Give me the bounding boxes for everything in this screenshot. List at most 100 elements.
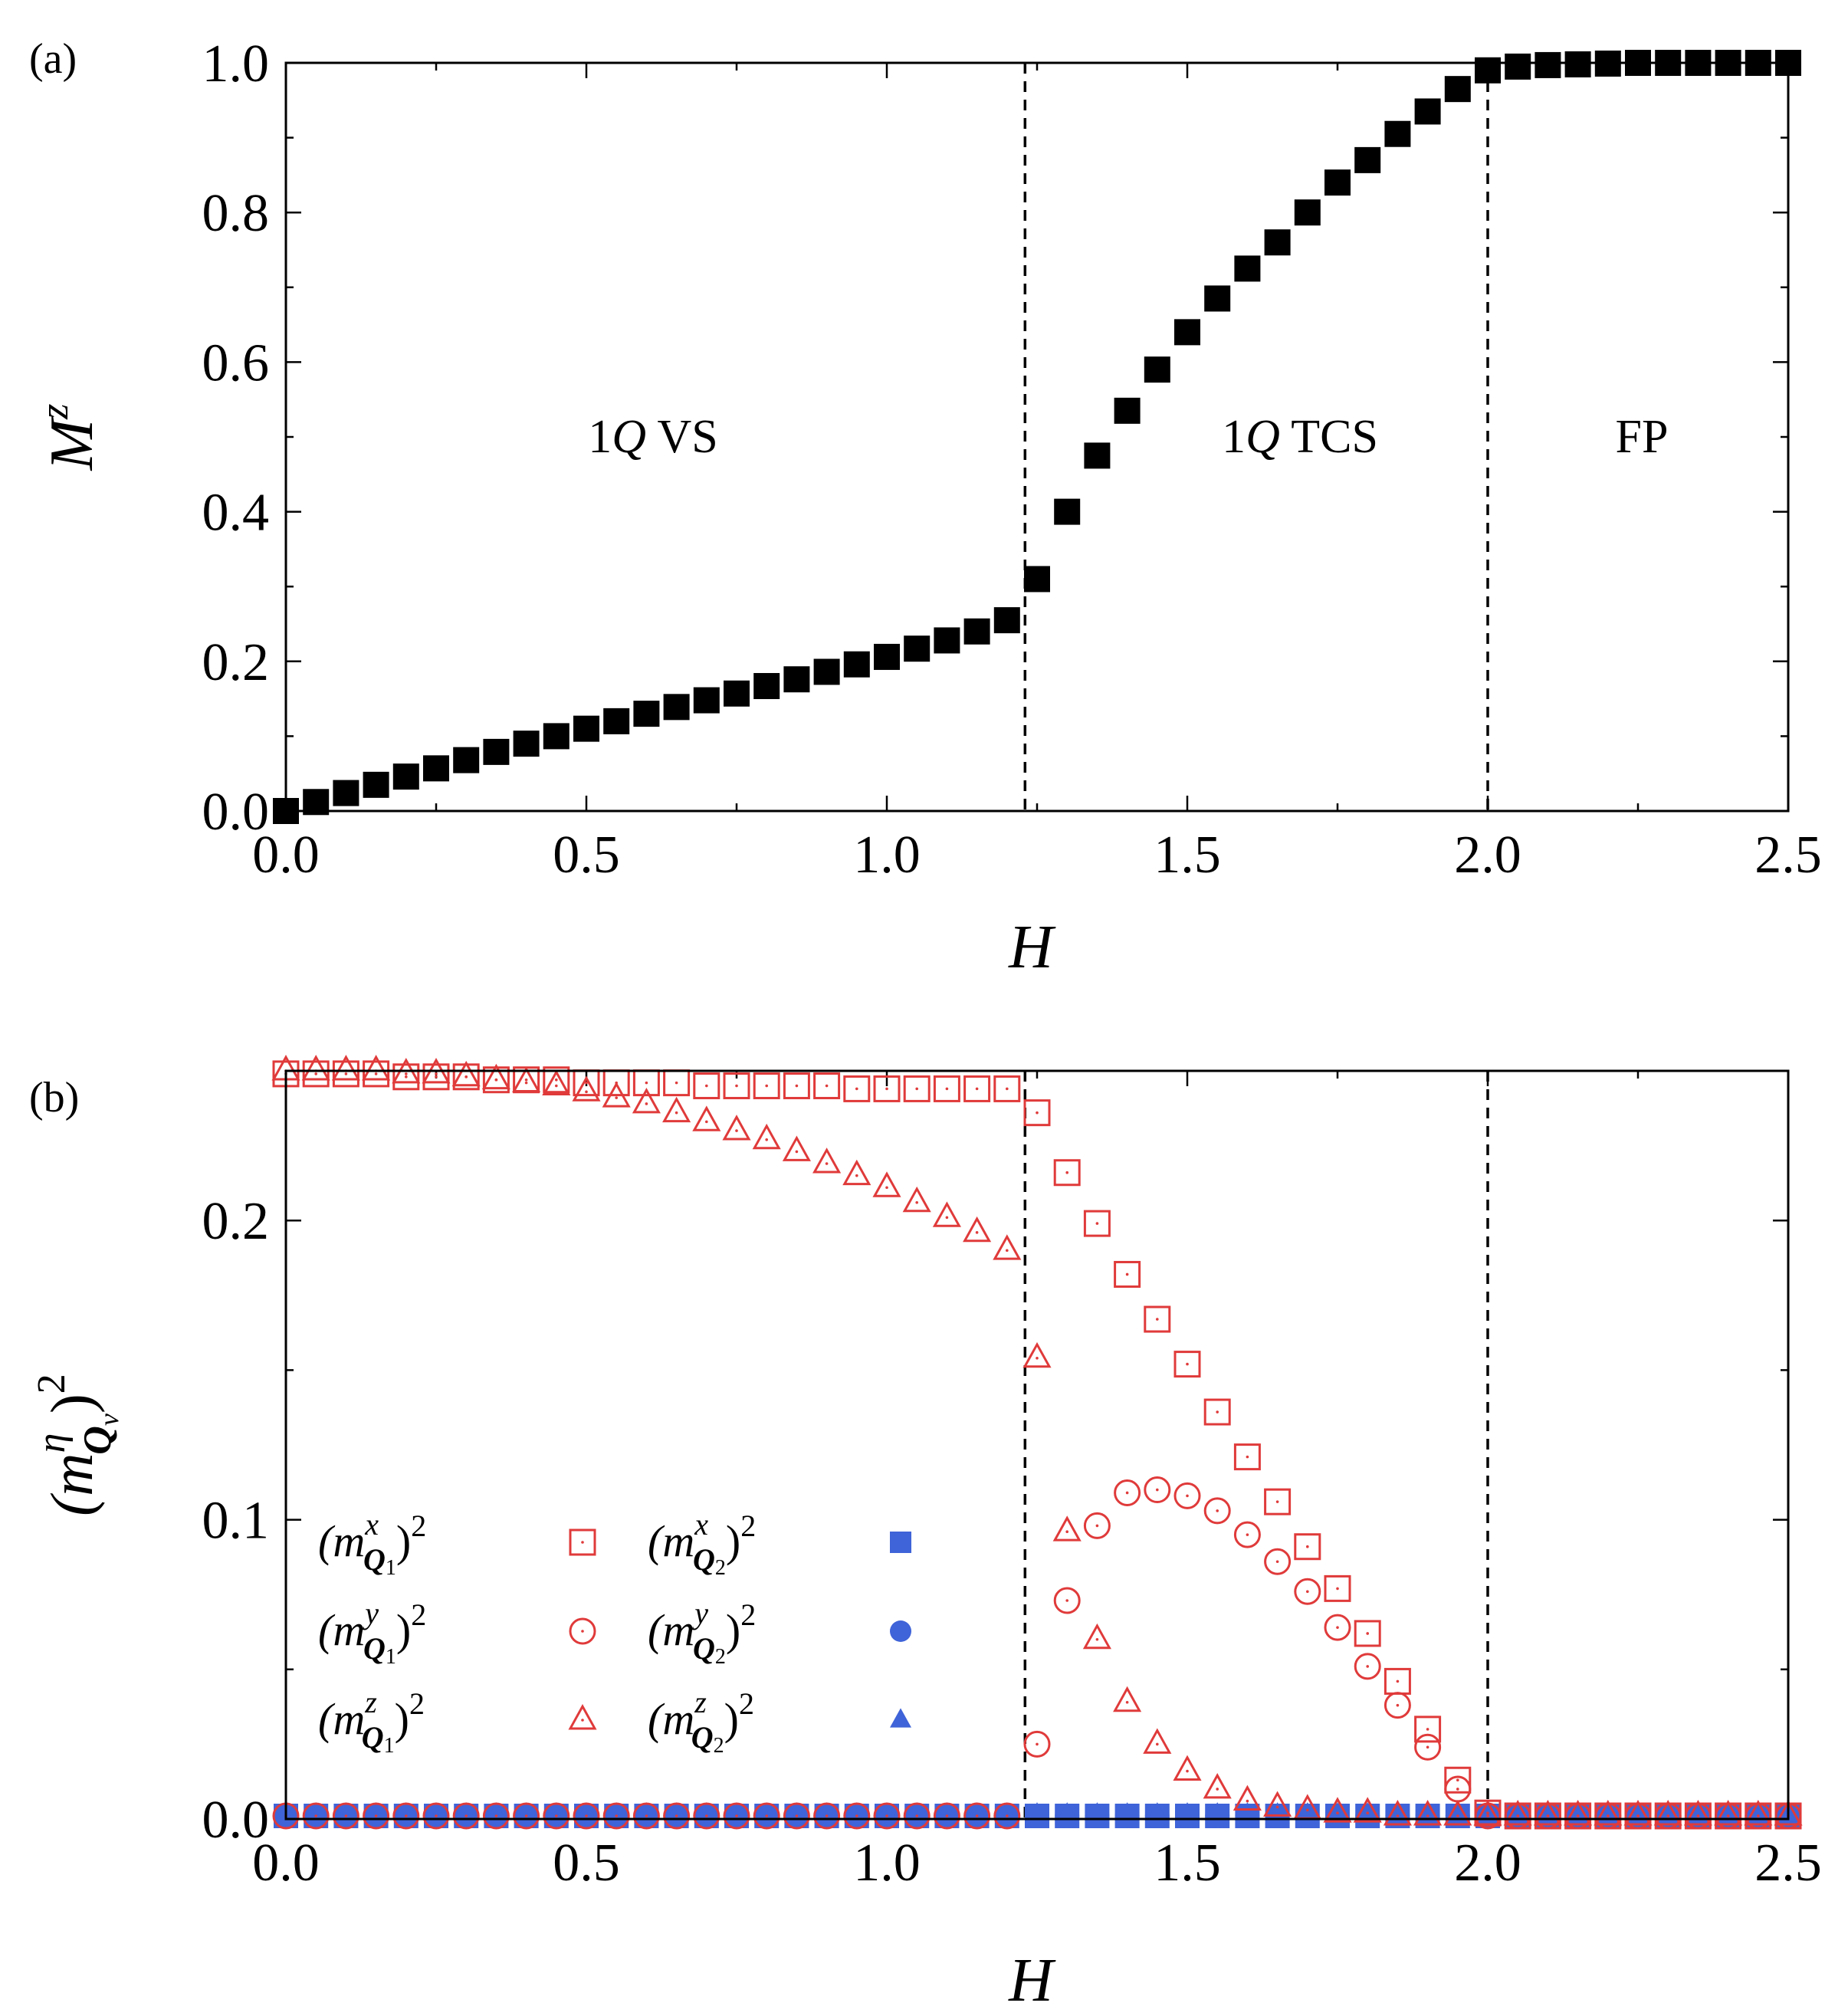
data-point--m-y-q1-2 (1083, 1512, 1111, 1539)
data-point--m-x-q1-2-dot (1156, 1318, 1159, 1321)
mz-data-point (1414, 98, 1441, 125)
data-point--m-z-q1-2-dot (1426, 1814, 1429, 1817)
data-point--m-y-q1-2 (783, 1802, 810, 1830)
data-point--m-y-q1-2-dot (855, 1814, 858, 1817)
data-point--m-x-q1-2-dot (1486, 1811, 1489, 1814)
data-point--m-y-q1-2-dot (915, 1814, 918, 1817)
data-point--m-x-q1-2-dot (795, 1084, 799, 1088)
legend-marker-shape (569, 1528, 596, 1556)
mz-data-point (1354, 146, 1381, 173)
data-point--m-y-q1-2 (963, 1802, 991, 1830)
data-point--m-z-q1-2-dot (1275, 1805, 1279, 1809)
mz-data-point (874, 643, 900, 670)
data-point--m-y-q1-2 (1354, 1653, 1381, 1680)
panel-a-x-tick-label: 0.0 (252, 826, 320, 885)
data-point--m-y-q1-2 (482, 1802, 510, 1830)
data-point--m-z-q1-2-dot (405, 1072, 408, 1075)
data-point--m-z-q1-2 (1473, 1800, 1502, 1826)
panel-a-x-tick-label: 0.5 (553, 826, 620, 885)
data-point--m-y-q1-2-dot (1095, 1524, 1099, 1528)
mz-data-point (603, 708, 630, 734)
data-point--m-x-q1-2 (1414, 1716, 1442, 1743)
data-point--m-z-q1-2 (1564, 1800, 1593, 1826)
data-point--m-z-q1-2-dot (735, 1129, 738, 1132)
data-point--m-y-q1-2 (723, 1802, 750, 1830)
mz-data-point (1084, 442, 1111, 469)
data-point--m-z-q1-2-dot (1396, 1814, 1400, 1817)
data-point--m-x-q1-2-dot (885, 1087, 888, 1091)
data-point--m-z-q1-2-dot (1065, 1530, 1068, 1534)
data-point--m-z-q1-2-dot (765, 1138, 768, 1141)
data-point--m-z-q1-2-dot (1125, 1700, 1129, 1704)
panel-b-y-tick-label: 0.0 (202, 1791, 270, 1850)
data-point--m-x-q1-2 (1294, 1533, 1321, 1561)
panel-a-x-tick-label: 2.5 (1754, 826, 1822, 885)
data-point--m-z-q1-2-dot (615, 1096, 618, 1099)
region-label-fp: FP (1616, 411, 1669, 463)
data-point--m-y-q1-2-dot (735, 1814, 738, 1817)
data-point--m-x-q1-2-dot (1125, 1272, 1129, 1276)
data-point--m-z-q1-2 (752, 1123, 781, 1150)
data-point--m-x-q1-2 (1354, 1620, 1381, 1647)
data-point--m-y-q1-2-dot (645, 1814, 648, 1817)
data-point--m-y-q1-2 (813, 1802, 841, 1830)
data-point--m-x-q1-2-dot (585, 1081, 588, 1085)
panel-a-y-tick-label: 0.6 (202, 333, 270, 392)
data-point--m-x-q1-2 (1023, 1099, 1051, 1127)
panel-a-y-tick-label: 0.0 (202, 783, 270, 842)
data-point--m-x-q1-2 (723, 1072, 750, 1100)
data-point--m-x-q1-2 (1444, 1766, 1472, 1794)
data-point--m-x-q1-2 (302, 1060, 330, 1088)
data-point--m-z-q1-2 (362, 1055, 391, 1081)
legend-marker-q1x (569, 1528, 596, 1556)
data-point--m-y-q1-2 (1023, 1730, 1051, 1758)
data-point--m-z-q1-2-dot (1095, 1637, 1099, 1641)
panel-a-frame (284, 61, 1790, 813)
data-point--m-z-q1-2 (872, 1171, 901, 1197)
data-point--m-x-q1-2-dot (855, 1087, 858, 1091)
panel-b-x-axis-label: H (1008, 1947, 1056, 2014)
data-point--m-x-q1-2-dot (1275, 1500, 1279, 1503)
data-point--m-z-q1-2 (1383, 1800, 1412, 1826)
data-point--m-y-q1-2-dot (524, 1814, 528, 1817)
data-point--m-y-q1-2-dot (1125, 1491, 1129, 1495)
panel-a-tag: (a) (29, 35, 77, 83)
data-point--m-x-q1-2-dot (1306, 1545, 1309, 1548)
data-point--m-y-q1-2 (1414, 1733, 1442, 1761)
mz-data-point (423, 755, 449, 782)
data-point--m-z-q1-2 (1173, 1755, 1202, 1781)
data-point--m-y-q1-2 (753, 1802, 780, 1830)
mz-data-point (1384, 120, 1411, 147)
data-point--m-z-q1-2-dot (494, 1078, 498, 1082)
panel-b-y-tick-label: 0.1 (202, 1492, 270, 1551)
data-point--m-z-q1-2 (1623, 1800, 1653, 1826)
legend-entry-q1y: (my Q1)2 (318, 1596, 596, 1669)
data-point--m-z-q1-2-dot (645, 1102, 648, 1105)
data-point--m-z-q1-2 (1413, 1800, 1443, 1826)
data-point--m-z-q1-2 (451, 1060, 481, 1087)
legend-label-q2y: (my Q2)2 (648, 1596, 756, 1669)
data-point--m-y-q1-2-dot (945, 1814, 949, 1817)
data-point--m-z-q1-2-dot (1186, 1769, 1189, 1773)
panel-b-x-tick-label: 2.5 (1754, 1834, 1822, 1893)
data-point--m-y-q1-2 (873, 1802, 901, 1830)
data-point--m-z-q1-2-dot (1546, 1814, 1550, 1817)
legend-label-q1z: (mz Q1)2 (318, 1685, 425, 1758)
panel-a-phase-boundaries (1023, 63, 1489, 811)
data-point--m-y-q1-2-dot (1336, 1626, 1339, 1629)
data-point--m-x-q1-2-dot (1095, 1222, 1099, 1225)
data-point--m-z-q1-2-dot (975, 1231, 979, 1234)
data-point--m-x-q1-2-dot (1036, 1111, 1039, 1115)
legend-marker-shape-dot (581, 1630, 584, 1633)
legend-marker-q1y (569, 1617, 596, 1645)
data-point--m-z-q1-2 (481, 1063, 510, 1090)
region-label-1q-tcs: 1Q TCS (1222, 411, 1378, 463)
legend-label-q2z: (mz Q2)2 (648, 1685, 754, 1758)
data-point--m-x-q1-2 (1233, 1443, 1261, 1471)
mz-data-point (663, 694, 690, 721)
mz-data-point (483, 738, 510, 765)
data-point--m-y-q1-2 (1053, 1587, 1081, 1614)
data-point--m-z-q1-2-dot (1726, 1814, 1730, 1817)
data-point--m-y-q1-2-dot (675, 1814, 678, 1817)
